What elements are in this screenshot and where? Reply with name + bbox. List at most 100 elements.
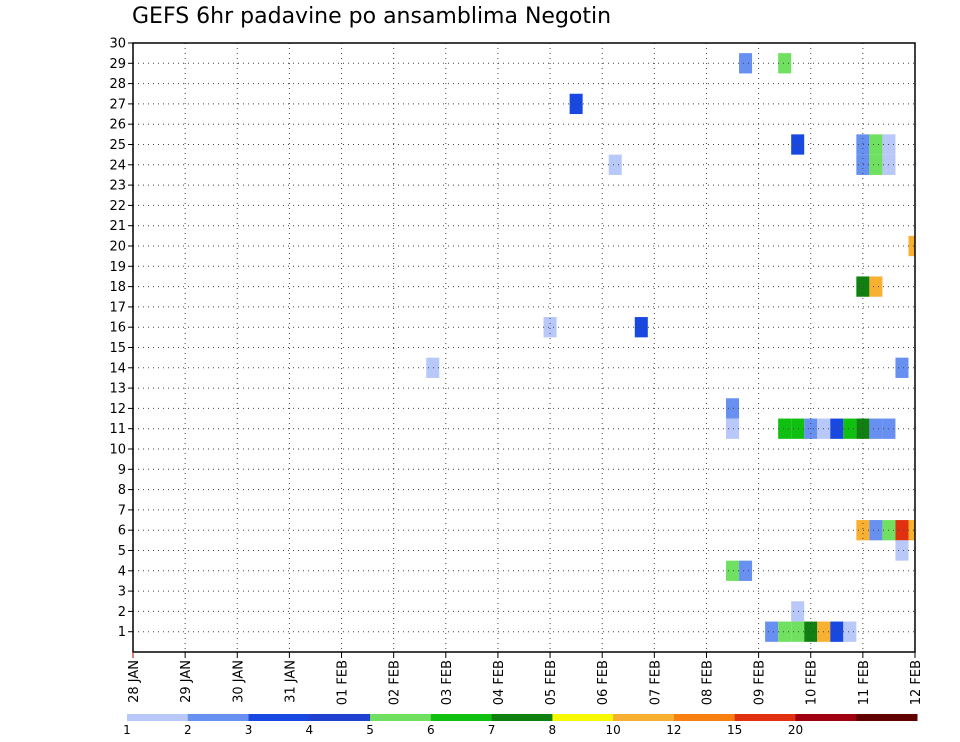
y-tick-label-4: 4 (118, 564, 126, 579)
x-tick-label-4: 01 FEB (336, 660, 351, 705)
cell-11 (908, 235, 915, 257)
cell-21 (791, 418, 805, 439)
cell-19 (726, 418, 740, 439)
cell-40 (791, 621, 805, 642)
y-tick-label-27: 27 (109, 97, 126, 112)
x-tick-label-8: 05 FEB (544, 660, 559, 705)
x-tick-label-3: 31 JAN (283, 660, 298, 703)
colorbar-label-2: 3 (245, 723, 253, 737)
cell-7 (856, 154, 870, 175)
cell-10 (608, 154, 622, 175)
colorbar-swatch-2 (248, 714, 310, 721)
colorbar-swatch-5 (430, 714, 493, 721)
y-tick-label-13: 13 (109, 382, 126, 397)
x-tick-label-11: 08 FEB (700, 660, 715, 705)
colorbar-label-7: 8 (549, 723, 557, 737)
x-axis: 28 JAN 29 JAN 30 JAN 31 JAN 01 FEB 02 FEB 03 F… (127, 652, 924, 705)
colorbar-label-5: 6 (427, 723, 435, 737)
y-tick-label-18: 18 (109, 280, 126, 295)
cell-16 (426, 357, 440, 378)
cell-36 (739, 560, 753, 581)
x-tick-label-15: 12 FEB (909, 660, 924, 705)
cell-1 (778, 53, 792, 74)
y-axis: 1234567891011121314151617181920212223242… (109, 37, 133, 640)
y-tick-label-11: 11 (109, 422, 126, 437)
colorbar-swatch-6 (491, 714, 553, 721)
colorbar-label-11: 20 (788, 723, 803, 737)
colorbar-label-10: 15 (727, 723, 742, 737)
y-tick-label-24: 24 (109, 158, 126, 173)
colorbar-swatch-10 (734, 714, 796, 721)
y-tick-label-17: 17 (109, 300, 126, 315)
y-tick-label-8: 8 (118, 483, 126, 498)
x-tick-label-5: 02 FEB (388, 660, 403, 705)
cell-43 (830, 621, 844, 642)
cell-15 (634, 317, 648, 338)
cell-27 (869, 418, 883, 439)
cell-29 (856, 520, 870, 541)
cell-34 (895, 540, 909, 561)
colorbar-label-9: 12 (666, 723, 681, 737)
y-tick-label-23: 23 (109, 179, 126, 194)
x-tick-label-6: 03 FEB (440, 660, 455, 705)
x-tick-label-9: 06 FEB (596, 660, 611, 705)
y-tick-label-22: 22 (109, 199, 126, 214)
x-tick-label-0: 28 JAN (127, 660, 142, 703)
cell-32 (895, 520, 909, 541)
colorbar-label-4: 5 (366, 723, 374, 737)
cell-0 (739, 53, 753, 74)
cell-18 (726, 398, 740, 419)
cell-44 (843, 621, 857, 642)
cell-17 (895, 357, 909, 378)
colorbar-swatch-7 (552, 714, 614, 721)
cell-8 (869, 154, 883, 175)
colorbar: 1 2 3 4 5 6 7 8 10 12 15 20 (123, 714, 918, 737)
colorbar-label-6: 7 (488, 723, 496, 737)
cell-41 (804, 621, 818, 642)
cell-3 (791, 134, 805, 155)
y-tick-label-28: 28 (109, 77, 126, 92)
x-tick-label-7: 04 FEB (492, 660, 507, 705)
colorbar-swatch-8 (613, 714, 675, 721)
colorbar-swatch-3 (309, 714, 371, 721)
colorbar-label-1: 2 (184, 723, 192, 737)
cell-38 (765, 621, 779, 642)
y-tick-label-29: 29 (109, 57, 126, 72)
y-tick-label-10: 10 (109, 443, 126, 458)
y-tick-label-1: 1 (118, 625, 126, 640)
y-tick-label-19: 19 (109, 260, 126, 275)
y-tick-label-25: 25 (109, 138, 126, 153)
colorbar-label-0: 1 (123, 723, 131, 737)
cell-30 (869, 520, 883, 541)
colorbar-swatch-12 (856, 714, 918, 721)
cell-25 (843, 418, 857, 439)
colorbar-swatch-11 (795, 714, 857, 721)
cells-layer (426, 53, 915, 642)
x-tick-label-12: 09 FEB (753, 660, 768, 705)
cell-24 (830, 418, 844, 439)
x-tick-label-10: 07 FEB (648, 660, 663, 705)
colorbar-swatch-1 (187, 714, 250, 721)
grid-layer (133, 43, 915, 652)
cell-2 (569, 93, 583, 115)
cell-4 (856, 134, 870, 155)
cell-20 (778, 418, 792, 439)
colorbar-swatch-9 (673, 714, 736, 721)
y-tick-label-21: 21 (109, 219, 126, 234)
y-tick-label-15: 15 (109, 341, 126, 356)
cell-5 (869, 134, 883, 155)
x-tick-label-14: 11 FEB (857, 660, 872, 705)
y-tick-label-2: 2 (118, 605, 126, 620)
cell-35 (726, 560, 740, 581)
y-tick-label-26: 26 (109, 118, 126, 133)
cell-39 (778, 621, 792, 642)
x-tick-label-1: 29 JAN (179, 660, 194, 703)
chart-title: GEFS 6hr padavine po ansamblima Negotin (132, 4, 612, 29)
cell-37 (791, 601, 805, 622)
x-tick-label-2: 30 JAN (231, 660, 246, 703)
y-tick-label-20: 20 (109, 240, 126, 255)
colorbar-label-8: 10 (606, 723, 621, 737)
y-tick-label-14: 14 (109, 361, 126, 376)
y-tick-label-3: 3 (118, 585, 126, 600)
